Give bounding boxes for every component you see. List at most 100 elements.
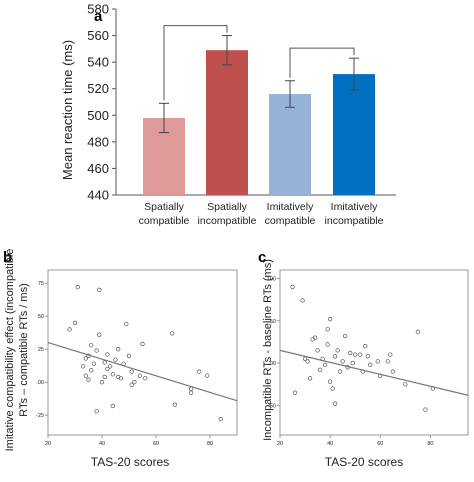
panel-c-data-point xyxy=(358,352,363,357)
panel-c-data-point xyxy=(332,401,338,406)
panel-b-data-point xyxy=(218,417,223,422)
panel-b-y-tick-label: -25 xyxy=(36,413,44,419)
panel-b-data-point xyxy=(105,366,110,372)
panel-c-data-point xyxy=(325,342,330,347)
panel-c-data-point xyxy=(375,359,380,364)
panel-c-data-point xyxy=(327,379,333,384)
panel-a-letter: a xyxy=(94,8,103,25)
panel-b-x-tick-label: 80 xyxy=(207,441,213,447)
panel-a-y-tick-label: 580 xyxy=(87,2,109,17)
panel-a-y-tick-label: 500 xyxy=(87,108,109,123)
panel-a-y-tick-label: 440 xyxy=(87,188,109,203)
panel-b-data-point xyxy=(129,382,134,387)
panel-b-x-tick-label: 20 xyxy=(45,441,51,447)
panel-b-data-point xyxy=(124,321,129,327)
panel-c-data-point xyxy=(423,407,428,412)
panel-c-data-point xyxy=(292,390,298,395)
panel-c-y-axis-label: Incompatible RTs - baseline RTs (ms) xyxy=(262,259,274,441)
panel-b-data-point xyxy=(102,374,107,380)
panel-c-data-point xyxy=(325,327,330,332)
panel-c-x-tick-label: 60 xyxy=(377,441,383,447)
panel-b-letter: b xyxy=(3,249,12,266)
panel-b-data-point xyxy=(129,369,134,374)
panel-a-y-tick-label: 460 xyxy=(87,161,109,176)
panel-c-data-point xyxy=(327,316,333,322)
panel-c-x-axis-label: TAS-20 scores xyxy=(325,455,403,469)
panel-a-x-tick-label: Spatially xyxy=(144,201,184,213)
panel-b-data-point xyxy=(89,368,94,373)
panel-c-data-point xyxy=(302,356,308,361)
panel-b-data-point xyxy=(83,356,88,361)
panel-a-bar xyxy=(333,74,375,195)
panel-b-data-point xyxy=(72,320,78,325)
panel-b-data-point xyxy=(97,332,102,337)
panel-c-y-tick-label: 50 xyxy=(270,319,276,325)
panel-c-data-point xyxy=(365,354,370,359)
panel-c-data-point xyxy=(338,369,343,374)
panel-b-y-axis-label-line2: RTs – compatible RTs / ms) xyxy=(18,283,30,416)
panel-a-x-tick-label: compatible xyxy=(265,215,316,227)
panel-b-data-point xyxy=(110,372,115,377)
panel-c-data-point xyxy=(385,359,390,364)
panel-b-data-point xyxy=(197,369,202,374)
panel-c-data-point xyxy=(343,333,348,339)
panel-b-y-tick-label: .00 xyxy=(36,380,44,386)
panel-a-x-tick-label: Imitatively xyxy=(331,201,378,213)
panel-b-data-point xyxy=(89,343,94,348)
panel-a-bar xyxy=(206,50,248,195)
panel-b-data-point xyxy=(94,409,99,414)
panel-a-y-tick-label: 540 xyxy=(87,55,109,70)
panel-c-data-point xyxy=(368,362,373,367)
panel-b-data-point xyxy=(126,353,132,358)
panel-b-data-point xyxy=(132,380,137,385)
panel-c-scatter-plot: c 20 40 60 80 -50 .00 50 100 Incompatible RTs -… xyxy=(258,249,469,469)
panel-c-data-point xyxy=(340,359,345,364)
panel-a-comparison-bracket xyxy=(289,47,355,78)
panel-b-regression-line xyxy=(47,342,238,402)
panel-b-data-point xyxy=(99,380,105,385)
panel-c-data-point xyxy=(300,298,305,303)
panel-a-bar-chart: a 440 460 480 500 520 540 560 580 Spatially compa… xyxy=(60,2,396,227)
panel-b-data-point xyxy=(80,364,86,369)
panel-c-data-point xyxy=(388,352,393,357)
panel-a-comparison-bracket xyxy=(163,25,228,101)
panel-b-data-point xyxy=(113,357,118,362)
panel-c-y-tick-label: 100 xyxy=(267,276,276,282)
panel-b-data-point xyxy=(143,376,148,381)
panel-c-data-point xyxy=(317,367,323,372)
panel-a-x-tick-label: incompatible xyxy=(325,215,384,227)
panel-c-data-point xyxy=(312,335,318,340)
panel-a-x-tick-label: Imitatively xyxy=(267,201,314,213)
panel-b-data-point xyxy=(83,373,88,378)
panel-b-data-point xyxy=(102,360,107,365)
panel-b-plot-frame xyxy=(47,269,238,436)
panel-c-data-point xyxy=(305,359,310,364)
panel-c-x-tick-label: 80 xyxy=(427,441,433,447)
panel-c-letter: c xyxy=(258,249,266,266)
panel-a-x-tick-label: incompatible xyxy=(198,215,257,227)
panel-a-y-tick-label: 560 xyxy=(87,28,109,43)
panel-b-data-point xyxy=(67,327,72,332)
panel-c-data-point xyxy=(315,348,320,353)
panel-b-x-tick-label: 60 xyxy=(153,441,159,447)
panel-c-data-point xyxy=(350,360,355,366)
panel-b-x-axis-label: TAS-20 scores xyxy=(91,455,169,469)
panel-b-data-point xyxy=(116,347,121,352)
panel-b-y-tick-label: 50 xyxy=(38,314,44,320)
panel-a-bar xyxy=(269,94,311,195)
panel-a-y-tick-label: 520 xyxy=(87,81,109,96)
panel-b-scatter-plot: b 20 40 60 80 -25 .00 25 50 75 Imitative compati… xyxy=(3,249,238,469)
panel-a-y-tick-label: 480 xyxy=(87,134,109,149)
panel-c-data-point xyxy=(335,348,340,353)
panel-c-data-point xyxy=(307,376,313,381)
panel-c-data-point xyxy=(415,329,421,334)
panel-b-data-point xyxy=(172,402,178,407)
panel-b-data-point xyxy=(110,403,115,409)
panel-c-data-point xyxy=(403,382,408,387)
panel-b-data-point xyxy=(107,364,113,369)
panel-c-regression-line xyxy=(279,349,469,396)
panel-b-data-point xyxy=(188,390,194,395)
panel-c-plot-frame xyxy=(279,269,469,436)
panel-c-y-tick-label: .00 xyxy=(268,361,276,367)
